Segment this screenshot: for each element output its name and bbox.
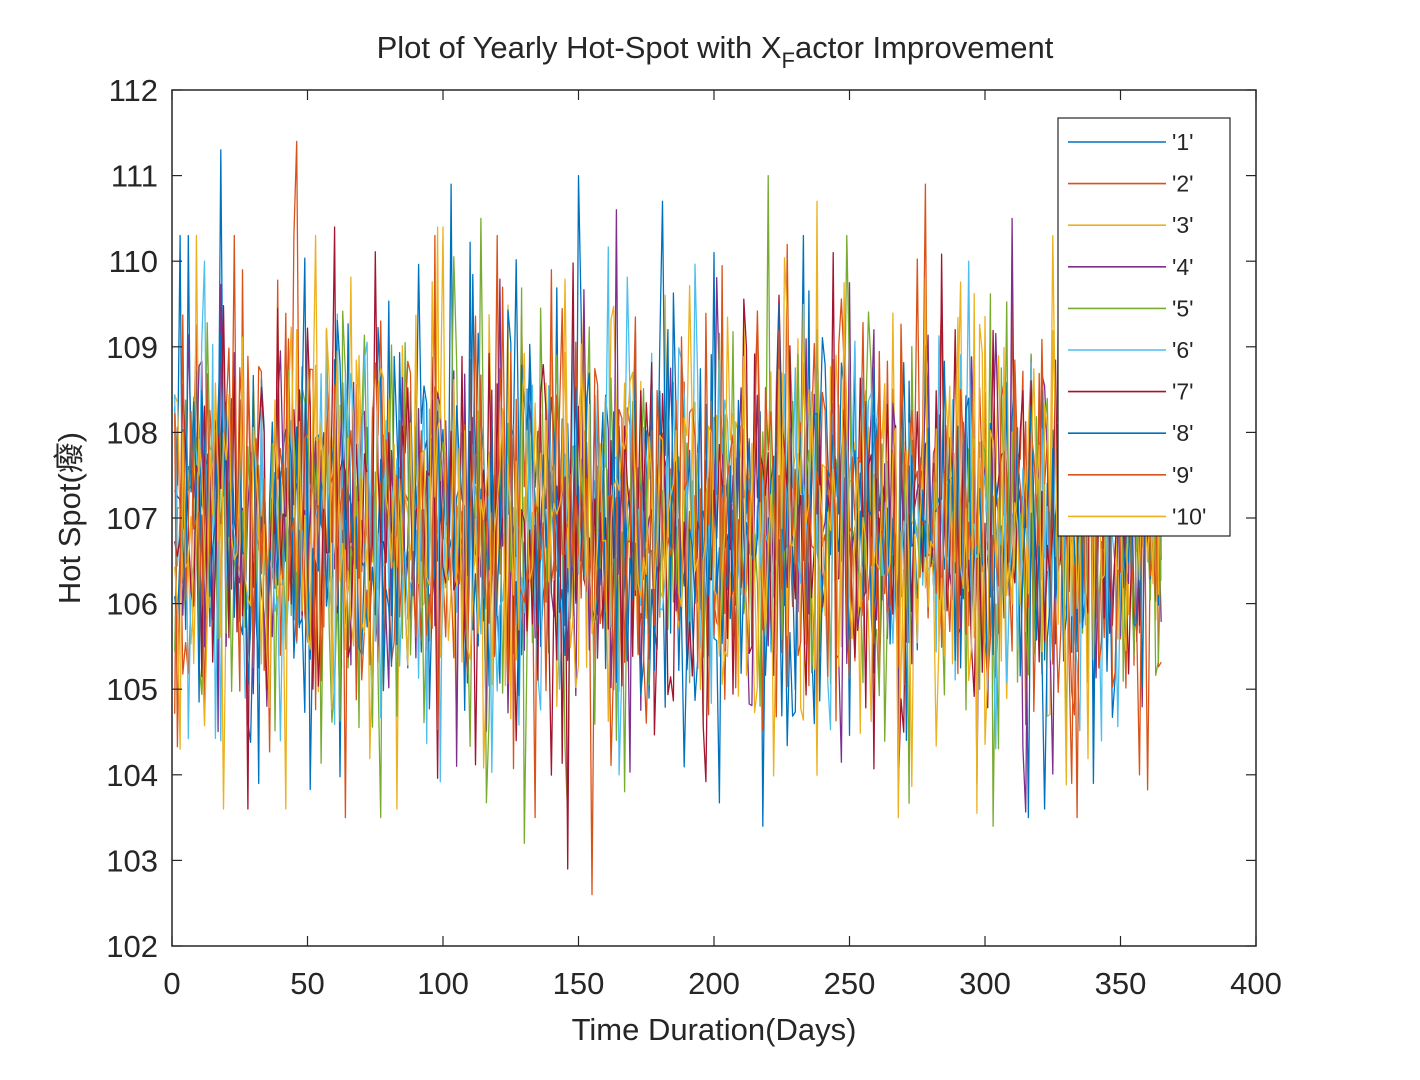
y-tick-label: 107 [106,501,158,536]
axis-layer: 0 50 100 150 200 250 300 350 400 102 103 104 105 106 1… [106,73,1282,1001]
legend-label: '4' [1172,254,1194,280]
x-axis-label: Time Duration(Days) [572,1012,857,1047]
series-layer [174,140,1162,896]
legend-label: '3' [1172,212,1194,238]
chart-title-subscript: F [782,48,795,73]
series-line-8 [174,200,1162,810]
x-tick-label: 250 [824,966,876,1001]
y-tick-label: 112 [109,73,158,108]
y-tick-label: 111 [111,159,158,194]
x-tick-label: 400 [1230,966,1282,1001]
y-axis-label-main: Hot Spot( [52,473,87,605]
legend-label: '6' [1172,337,1194,363]
y-tick-label: 105 [106,672,158,707]
legend-label: '10' [1172,503,1206,529]
legend-label: '1' [1172,129,1194,155]
series-line-10 [174,226,1162,819]
y-tick-label: 102 [106,929,158,964]
y-axis-label: Hot Spot(癈) [52,432,87,604]
legend-label: '7' [1172,379,1194,405]
chart-title-suffix: actor Improvement [795,30,1054,65]
x-tick-label: 0 [163,966,180,1001]
y-tick-label: 104 [106,758,158,793]
legend-label: '9' [1172,462,1194,488]
y-tick-label: 103 [106,843,158,878]
y-tick-label: 106 [106,587,158,622]
chart-title: Plot of Yearly Hot-Spot with XFactor Imp… [377,30,1054,73]
x-tick-label: 350 [1095,966,1147,1001]
y-tick-label: 110 [109,244,158,279]
y-tick-label: 109 [106,330,158,365]
legend: '1' '2' '3' '4' '5' '6' '7' '8' '9' '10' [1057,117,1231,537]
legend-label: '8' [1172,420,1194,446]
chart-title-main: Plot of Yearly Hot-Spot with X [377,30,782,65]
x-tick-label: 300 [959,966,1011,1001]
legend-label: '2' [1172,171,1194,197]
legend-box [1057,117,1231,537]
x-tick-label: 50 [290,966,324,1001]
x-tick-label: 150 [553,966,605,1001]
y-tick-label: 108 [106,415,158,450]
y-axis-label-unit: 癈 [52,442,87,473]
legend-label: '5' [1172,295,1194,321]
x-tick-label: 100 [417,966,469,1001]
y-axis-label-close: ) [52,432,87,442]
x-tick-label: 200 [688,966,740,1001]
